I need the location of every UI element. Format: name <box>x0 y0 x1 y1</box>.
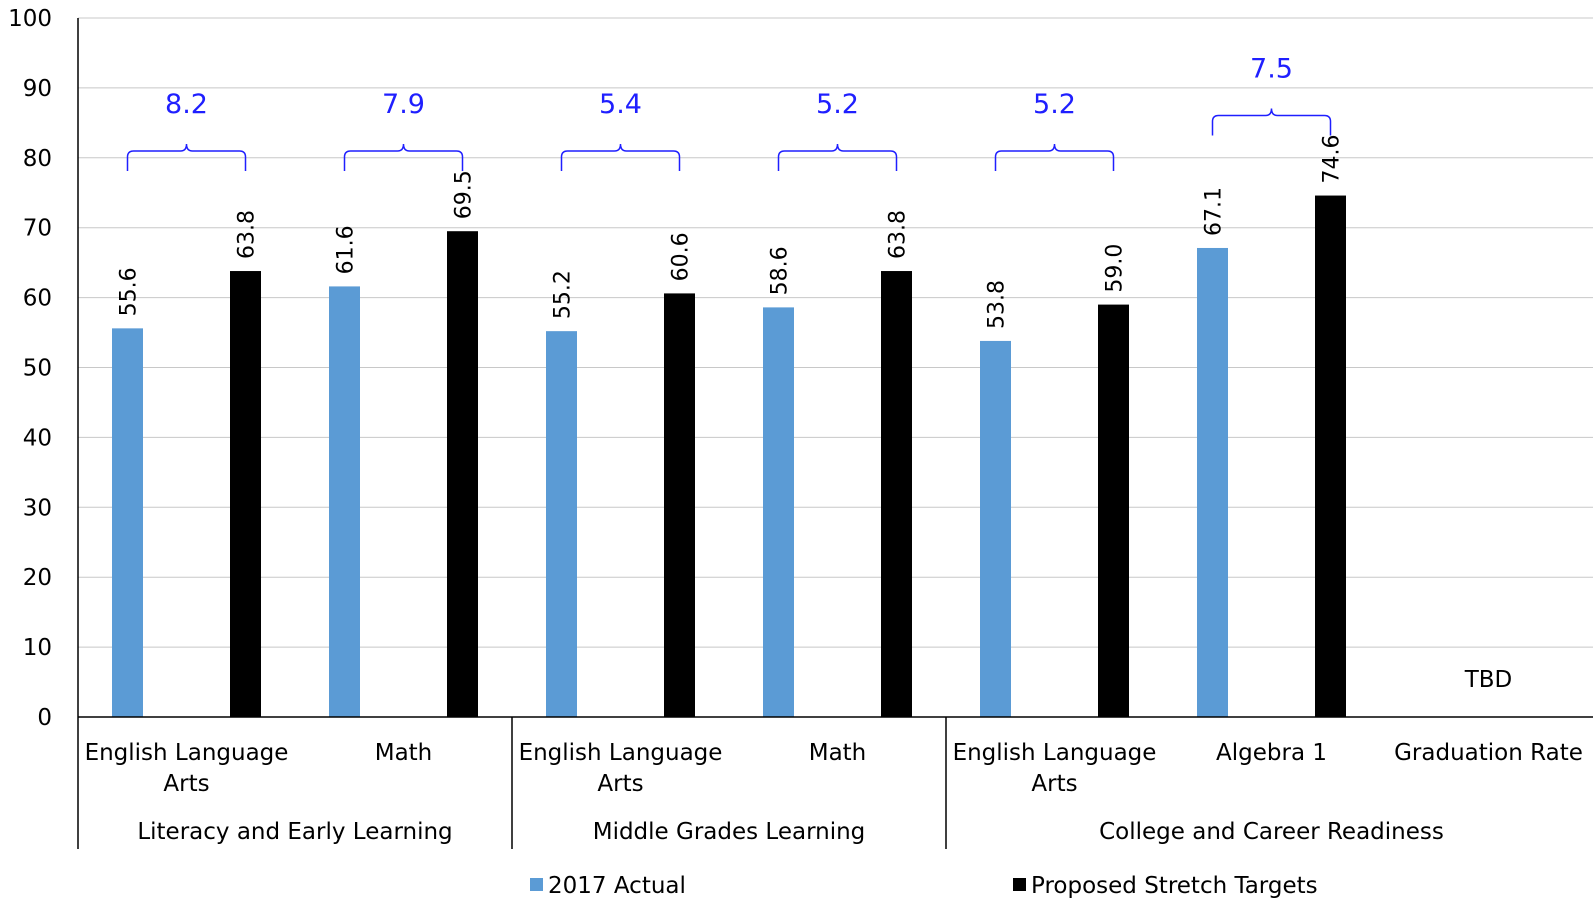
y-tick-label: 30 <box>23 495 52 521</box>
legend: 2017 Actual Proposed Stretch Targets <box>530 873 1318 899</box>
gap-label: 5.4 <box>599 89 642 120</box>
bar <box>329 286 360 717</box>
bar <box>980 340 1011 717</box>
brace <box>777 143 898 171</box>
legend-swatch <box>530 878 543 891</box>
category-label: English Language Arts <box>519 740 723 797</box>
legend-label: 2017 Actual <box>548 873 686 899</box>
gap-label: 7.5 <box>1250 54 1293 85</box>
y-tick-label: 50 <box>23 356 52 382</box>
data-label: 55.6 <box>117 267 142 316</box>
category-label: English Language Arts <box>953 740 1157 797</box>
bar <box>1098 304 1129 717</box>
data-label: 53.8 <box>985 280 1010 329</box>
category-label: Algebra 1 <box>1216 740 1327 766</box>
y-tick-label: 100 <box>8 6 52 32</box>
data-label: 60.6 <box>669 232 694 281</box>
y-axis: 0 10 20 30 40 50 60 70 80 90 100 <box>8 6 79 731</box>
data-label: 58.6 <box>768 246 793 295</box>
legend-swatch <box>1013 878 1026 891</box>
data-label: 69.5 <box>452 170 477 219</box>
gap-label: 5.2 <box>1033 89 1076 120</box>
data-label: 55.2 <box>551 270 576 319</box>
category-label: Math <box>809 740 867 766</box>
bars: TBD <box>112 195 1513 717</box>
data-label: 74.6 <box>1320 135 1345 184</box>
legend-label: Proposed Stretch Targets <box>1031 873 1318 899</box>
group-label: Middle Grades Learning <box>593 819 866 845</box>
x-axis: English Language Arts Math English Language… <box>77 716 1593 849</box>
y-tick-label: 10 <box>23 635 52 661</box>
category-label: Graduation Rate <box>1394 740 1583 766</box>
bar <box>112 328 143 717</box>
bar <box>1197 247 1228 717</box>
gap-label: 7.9 <box>382 89 425 120</box>
bar <box>230 271 261 717</box>
tbd-label: TBD <box>1464 667 1513 693</box>
brace <box>343 143 464 171</box>
y-tick-label: 40 <box>23 425 52 451</box>
y-tick-label: 70 <box>23 216 52 242</box>
gap-label: 8.2 <box>165 89 208 120</box>
data-label: 63.8 <box>886 210 911 259</box>
bar <box>546 331 577 717</box>
category-label: English Language Arts <box>85 740 289 797</box>
bar <box>881 271 912 717</box>
brace <box>1211 108 1332 136</box>
gap-label: 5.2 <box>816 89 859 120</box>
y-tick-label: 90 <box>23 76 52 102</box>
y-tick-label: 80 <box>23 146 52 172</box>
bar <box>447 231 478 717</box>
bar <box>664 293 695 717</box>
brace <box>560 143 681 171</box>
category-label: Math <box>375 740 433 766</box>
data-label: 67.1 <box>1202 187 1227 236</box>
data-label: 61.6 <box>334 225 359 274</box>
y-tick-label: 20 <box>23 565 52 591</box>
value-labels: 55.6 61.6 55.2 58.6 53.8 67.1 63.8 69.5 60.6 63.8… <box>117 135 1345 329</box>
bar <box>1315 195 1346 717</box>
y-tick-label: 60 <box>23 286 52 312</box>
data-label: 63.8 <box>235 210 260 259</box>
group-label: Literacy and Early Learning <box>137 819 452 845</box>
group-label: College and Career Readiness <box>1099 819 1444 845</box>
brace <box>994 143 1115 171</box>
brace <box>126 143 247 171</box>
data-label: 59.0 <box>1103 244 1128 293</box>
gap-annotations: 8.2 7.9 5.4 5.2 5.2 7.5 <box>126 54 1332 171</box>
bar <box>763 307 794 717</box>
y-tick-label: 0 <box>37 705 52 731</box>
